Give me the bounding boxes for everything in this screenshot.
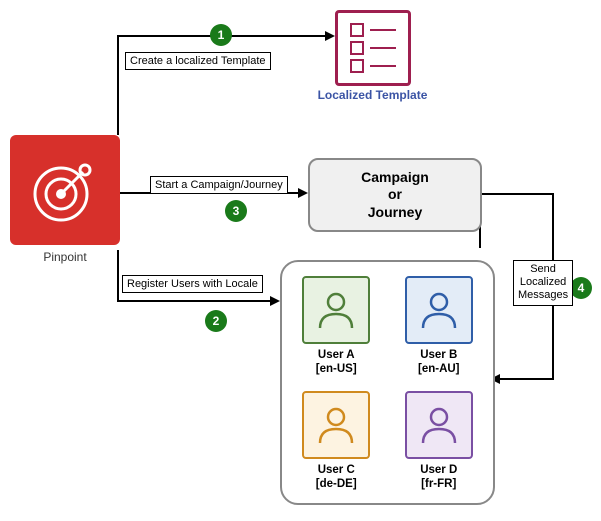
user-c-label: User C[de-DE]: [316, 463, 357, 492]
localized-template-caption: Localized Template: [310, 88, 435, 102]
user-c: User C[de-DE]: [292, 391, 381, 496]
user-b-label: User B[en-AU]: [418, 348, 460, 377]
step-4-label: Send Localized Messages: [513, 260, 573, 306]
arrow-4-h: [479, 193, 554, 195]
arrow-2-h: [117, 300, 272, 302]
arrow-1-head: [325, 31, 335, 41]
user-d-label: User D[fr-FR]: [420, 463, 457, 492]
user-a: User A[en-US]: [292, 276, 381, 381]
step-1-label: Create a localized Template: [125, 52, 271, 70]
user-a-label: User A[en-US]: [316, 348, 357, 377]
campaign-journey-box: Campaign or Journey: [308, 158, 482, 232]
arrow-2-head: [270, 296, 280, 306]
step-3-badge: 3: [225, 200, 247, 222]
user-c-icon: [302, 391, 370, 459]
step-2-label: Register Users with Locale: [122, 275, 263, 293]
arrow-1-v: [117, 35, 119, 135]
step-2-badge: 2: [205, 310, 227, 332]
user-d-icon: [405, 391, 473, 459]
step-1-badge: 1: [210, 24, 232, 46]
user-d: User D[fr-FR]: [395, 391, 484, 496]
step-4-badge: 4: [570, 277, 592, 299]
user-b-icon: [405, 276, 473, 344]
step-3-label: Start a Campaign/Journey: [150, 176, 288, 194]
arrow-4-h2: [498, 378, 554, 380]
pinpoint-icon: [10, 135, 120, 245]
user-a-icon: [302, 276, 370, 344]
pinpoint-caption: Pinpoint: [10, 250, 120, 264]
users-container: User A[en-US] User B[en-AU] User C[de-DE…: [280, 260, 495, 505]
campaign-journey-text: Campaign or Journey: [361, 169, 429, 222]
user-b: User B[en-AU]: [395, 276, 484, 381]
arrow-3-head: [298, 188, 308, 198]
localized-template-icon: [335, 10, 411, 86]
